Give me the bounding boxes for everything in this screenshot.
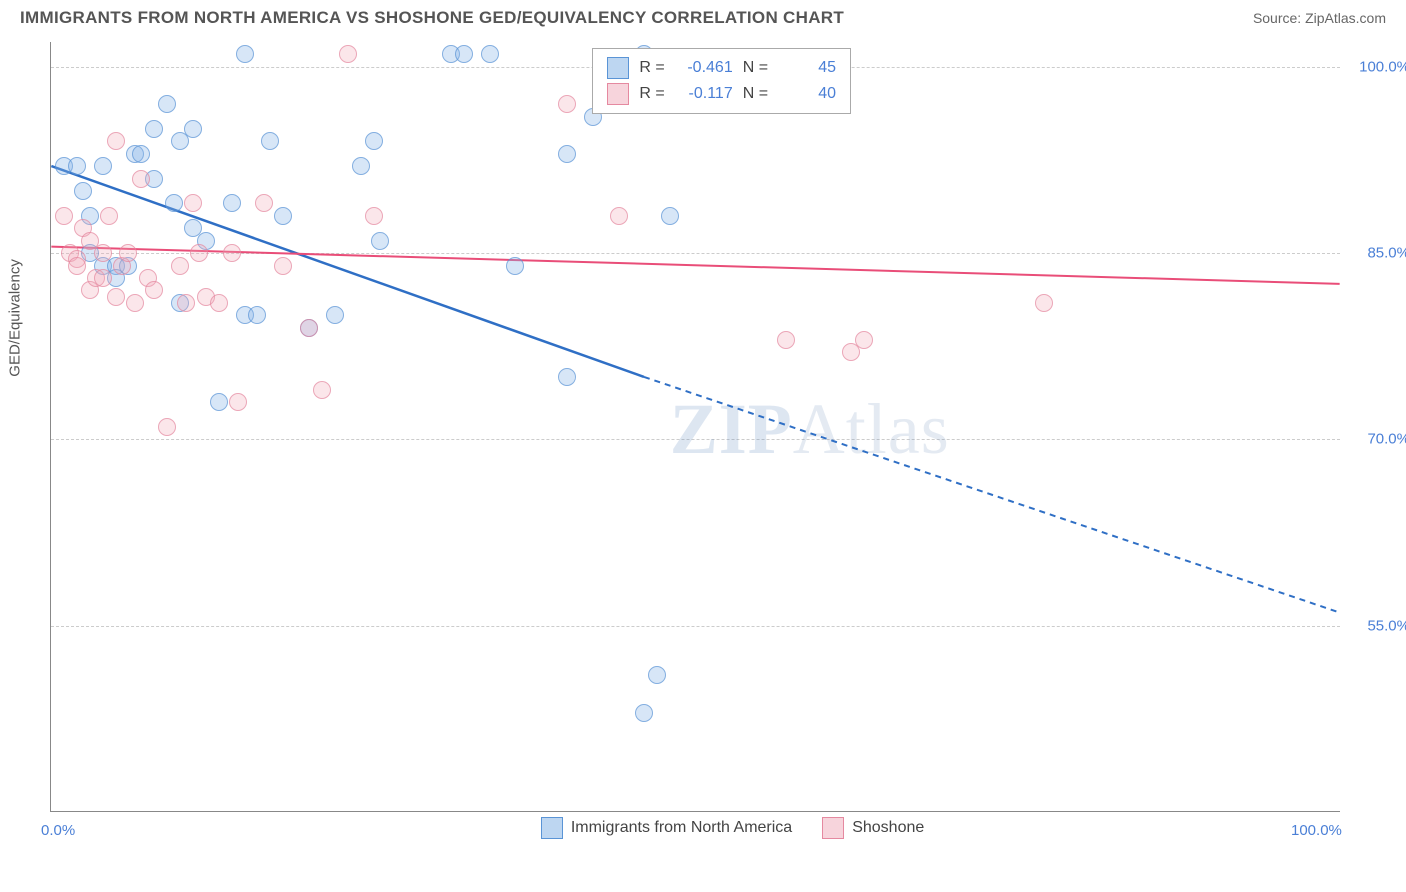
chart-title: IMMIGRANTS FROM NORTH AMERICA VS SHOSHON… [20, 8, 844, 28]
scatter-point [210, 294, 228, 312]
legend-label-blue: Immigrants from North America [571, 819, 792, 837]
scatter-point [855, 331, 873, 349]
stats-row-pink: R = -0.117 N = 40 [607, 81, 836, 107]
legend-item-blue: Immigrants from North America [541, 817, 792, 839]
scatter-point [648, 666, 666, 684]
scatter-point [68, 157, 86, 175]
n-value-blue: 45 [778, 59, 836, 77]
scatter-point [107, 288, 125, 306]
scatter-point [94, 244, 112, 262]
scatter-point [132, 145, 150, 163]
y-tick-label: 100.0% [1359, 58, 1406, 75]
scatter-point [558, 368, 576, 386]
scatter-point [171, 257, 189, 275]
scatter-point [145, 281, 163, 299]
legend-swatch-pink-icon [822, 817, 844, 839]
bottom-legend: Immigrants from North America Shoshone [541, 817, 924, 839]
x-tick-label: 0.0% [41, 822, 75, 839]
stats-row-blue: R = -0.461 N = 45 [607, 55, 836, 81]
scatter-point [371, 232, 389, 250]
scatter-point [184, 194, 202, 212]
scatter-point [255, 194, 273, 212]
scatter-point [55, 207, 73, 225]
n-label: N = [743, 85, 768, 103]
scatter-point [210, 393, 228, 411]
scatter-point [300, 319, 318, 337]
r-value-pink: -0.117 [675, 85, 733, 103]
n-label: N = [743, 59, 768, 77]
r-label: R = [639, 59, 664, 77]
scatter-point [158, 418, 176, 436]
scatter-point [661, 207, 679, 225]
r-label: R = [639, 85, 664, 103]
y-axis-label: GED/Equivalency [7, 259, 24, 377]
scatter-points [51, 42, 1340, 811]
scatter-point [177, 294, 195, 312]
scatter-point [132, 170, 150, 188]
scatter-point [506, 257, 524, 275]
scatter-point [326, 306, 344, 324]
scatter-point [100, 207, 118, 225]
swatch-blue-icon [607, 57, 629, 79]
scatter-point [223, 194, 241, 212]
scatter-point [248, 306, 266, 324]
scatter-point [94, 157, 112, 175]
scatter-point [481, 45, 499, 63]
y-tick-label: 70.0% [1367, 431, 1406, 448]
scatter-point [119, 244, 137, 262]
scatter-point [229, 393, 247, 411]
scatter-point [558, 145, 576, 163]
scatter-point [190, 244, 208, 262]
legend-label-pink: Shoshone [852, 819, 924, 837]
scatter-point [126, 294, 144, 312]
legend-item-pink: Shoshone [822, 817, 924, 839]
y-tick-label: 85.0% [1367, 245, 1406, 262]
swatch-pink-icon [607, 83, 629, 105]
scatter-point [184, 120, 202, 138]
scatter-point [223, 244, 241, 262]
scatter-point [635, 704, 653, 722]
scatter-point [777, 331, 795, 349]
scatter-point [558, 95, 576, 113]
legend-swatch-blue-icon [541, 817, 563, 839]
scatter-point [313, 381, 331, 399]
scatter-point [74, 182, 92, 200]
scatter-point [365, 132, 383, 150]
scatter-point [1035, 294, 1053, 312]
n-value-pink: 40 [778, 85, 836, 103]
scatter-point [94, 269, 112, 287]
scatter-point [158, 95, 176, 113]
scatter-point [236, 45, 254, 63]
scatter-point [455, 45, 473, 63]
x-tick-label: 100.0% [1291, 822, 1342, 839]
correlation-stats-box: R = -0.461 N = 45 R = -0.117 N = 40 [592, 48, 851, 114]
r-value-blue: -0.461 [675, 59, 733, 77]
y-tick-label: 55.0% [1367, 617, 1406, 634]
scatter-point [274, 207, 292, 225]
scatter-point [365, 207, 383, 225]
scatter-point [261, 132, 279, 150]
scatter-point [352, 157, 370, 175]
scatter-point [68, 257, 86, 275]
scatter-point [165, 194, 183, 212]
scatter-point [610, 207, 628, 225]
source-attribution: Source: ZipAtlas.com [1253, 10, 1386, 26]
scatter-point [145, 120, 163, 138]
scatter-point [339, 45, 357, 63]
chart-plot-area: GED/Equivalency 100.0%85.0%70.0%55.0% 0.… [50, 42, 1340, 812]
scatter-point [274, 257, 292, 275]
scatter-point [107, 132, 125, 150]
